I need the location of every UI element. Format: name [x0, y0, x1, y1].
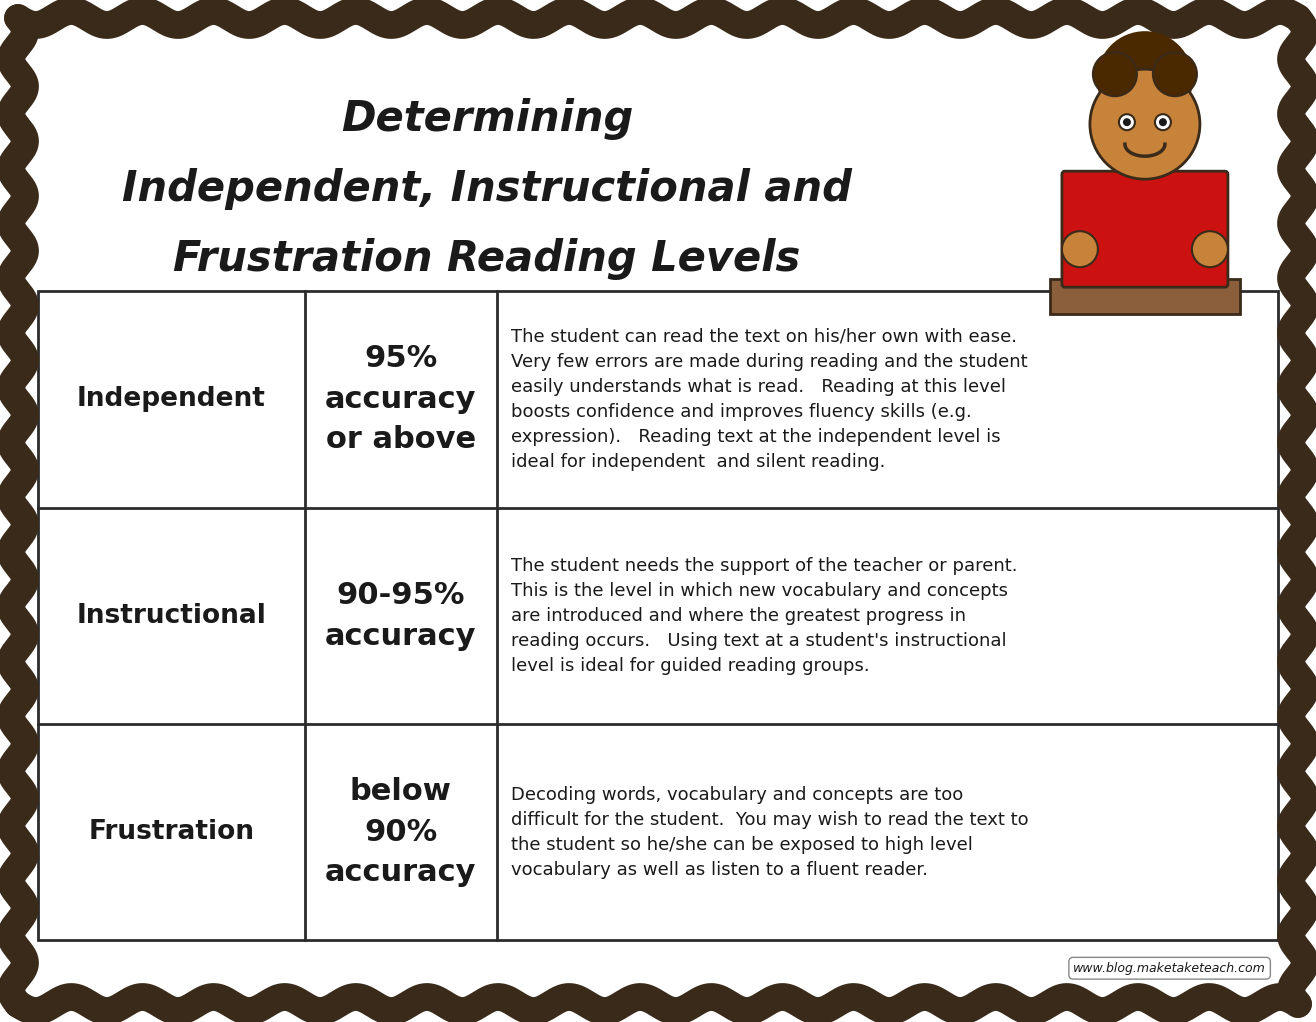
Text: Independent: Independent	[76, 386, 266, 413]
Text: Determining: Determining	[341, 98, 633, 140]
Circle shape	[1062, 231, 1098, 267]
Text: 95%
accuracy
or above: 95% accuracy or above	[325, 344, 476, 455]
Text: Instructional: Instructional	[76, 603, 266, 629]
Text: Frustration: Frustration	[88, 819, 254, 845]
Text: Decoding words, vocabulary and concepts are too
difficult for the student.  You : Decoding words, vocabulary and concepts …	[511, 786, 1028, 879]
FancyBboxPatch shape	[1062, 171, 1228, 287]
Text: Independent, Instructional and: Independent, Instructional and	[122, 168, 851, 210]
Text: The student can read the text on his/her own with ease.
Very few errors are made: The student can read the text on his/her…	[511, 328, 1028, 471]
FancyBboxPatch shape	[1084, 210, 1205, 289]
Text: Frustration Reading Levels: Frustration Reading Levels	[174, 238, 800, 280]
Text: below
90%
accuracy: below 90% accuracy	[325, 777, 476, 887]
Circle shape	[1159, 119, 1167, 126]
Bar	[38, 291, 1278, 940]
Circle shape	[1092, 52, 1137, 96]
Text: www.blog.maketaketeach.com: www.blog.maketaketeach.com	[1074, 962, 1266, 975]
Circle shape	[1090, 69, 1200, 179]
Text: The student needs the support of the teacher or parent.
This is the level in whi: The student needs the support of the tea…	[511, 557, 1017, 675]
Circle shape	[1123, 119, 1130, 126]
Text: 90-95%
accuracy: 90-95% accuracy	[325, 580, 476, 651]
Circle shape	[1192, 231, 1228, 267]
Circle shape	[1119, 114, 1134, 130]
Circle shape	[1155, 114, 1171, 130]
Circle shape	[1098, 32, 1192, 127]
Bar	[1050, 279, 1240, 314]
Circle shape	[1153, 52, 1198, 96]
